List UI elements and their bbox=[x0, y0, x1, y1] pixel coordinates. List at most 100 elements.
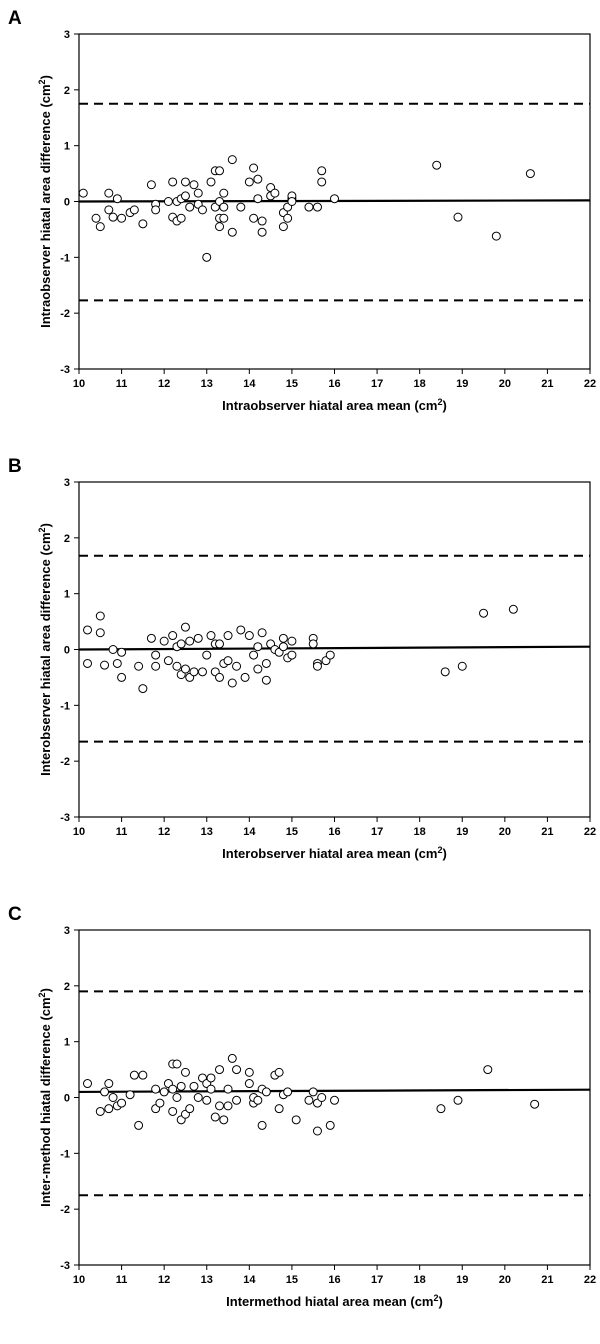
data-point bbox=[151, 205, 161, 215]
y-tick-label: 1 bbox=[64, 141, 70, 153]
x-tick-label: 16 bbox=[328, 1274, 340, 1286]
data-point bbox=[117, 647, 127, 657]
y-axis-label: Intraobserver hiatal area difference (cm… bbox=[37, 75, 53, 328]
data-point bbox=[146, 180, 156, 190]
x-tick-label: 10 bbox=[73, 826, 85, 838]
data-point bbox=[219, 202, 229, 212]
y-tick-label: 1 bbox=[64, 1037, 70, 1049]
data-point bbox=[197, 667, 207, 677]
x-tick-label: 20 bbox=[499, 1274, 511, 1286]
x-tick-label: 10 bbox=[73, 378, 85, 390]
data-point bbox=[261, 675, 271, 685]
data-point bbox=[283, 213, 293, 223]
data-point bbox=[244, 177, 254, 187]
y-tick-label: -2 bbox=[60, 1204, 70, 1216]
data-point bbox=[219, 213, 229, 223]
data-point bbox=[185, 636, 195, 646]
data-point bbox=[95, 611, 105, 621]
data-point bbox=[308, 639, 318, 649]
data-point bbox=[274, 1104, 284, 1114]
data-point bbox=[291, 1115, 301, 1125]
y-tick-label: -3 bbox=[60, 1260, 70, 1272]
data-point bbox=[312, 1126, 322, 1136]
data-point bbox=[317, 177, 327, 187]
data-point bbox=[100, 660, 110, 670]
data-point bbox=[223, 1084, 233, 1094]
x-tick-label: 20 bbox=[499, 378, 511, 390]
y-tick-label: -2 bbox=[60, 756, 70, 768]
y-tick-label: 1 bbox=[64, 589, 70, 601]
data-point bbox=[240, 672, 250, 682]
data-point bbox=[202, 252, 212, 262]
data-point bbox=[83, 1079, 93, 1089]
data-point bbox=[227, 678, 237, 688]
x-tick-label: 22 bbox=[584, 1274, 596, 1286]
panel-label: A bbox=[8, 8, 22, 29]
data-point bbox=[508, 604, 518, 614]
data-point bbox=[163, 656, 173, 666]
data-point bbox=[193, 1093, 203, 1102]
x-tick-label: 15 bbox=[286, 826, 298, 838]
data-point bbox=[168, 1084, 178, 1094]
data-point bbox=[236, 625, 246, 635]
data-point bbox=[206, 1084, 216, 1094]
data-point bbox=[206, 631, 216, 641]
data-point bbox=[317, 1093, 327, 1102]
x-tick-label: 12 bbox=[158, 378, 170, 390]
y-tick-label: -1 bbox=[60, 252, 70, 264]
data-point bbox=[180, 191, 190, 201]
data-point bbox=[168, 631, 178, 641]
y-axis-label: Inter-method hiatal difference (cm2) bbox=[37, 988, 53, 1207]
x-tick-label: 19 bbox=[456, 378, 468, 390]
x-tick-label: 21 bbox=[541, 378, 553, 390]
data-point bbox=[151, 650, 161, 660]
data-point bbox=[78, 188, 88, 198]
data-point bbox=[189, 667, 199, 677]
x-tick-label: 11 bbox=[116, 826, 128, 838]
data-point bbox=[117, 1098, 127, 1108]
data-point bbox=[95, 222, 105, 232]
data-point bbox=[108, 1093, 118, 1102]
data-point bbox=[159, 1087, 169, 1097]
data-point bbox=[232, 1095, 242, 1105]
y-tick-label: 3 bbox=[64, 925, 70, 937]
data-point bbox=[176, 213, 186, 223]
data-point bbox=[525, 169, 535, 179]
data-point bbox=[244, 1079, 254, 1089]
data-point bbox=[138, 684, 148, 694]
bland-altman-plot: B10 11 12 13 14 15 16 17 18 19 20 21 223210-1-2-3Int… bbox=[8, 456, 596, 861]
y-tick-label: -1 bbox=[60, 700, 70, 712]
data-point bbox=[168, 177, 178, 187]
data-point bbox=[180, 664, 190, 674]
x-axis-label: Interobserver hiatal area mean (cm2) bbox=[222, 845, 447, 861]
x-tick-label: 11 bbox=[116, 1274, 128, 1286]
data-point bbox=[163, 197, 173, 206]
y-tick-label: 2 bbox=[64, 85, 70, 97]
data-point bbox=[530, 1099, 540, 1109]
data-point bbox=[185, 202, 195, 212]
data-point bbox=[146, 633, 156, 643]
data-point bbox=[278, 222, 288, 232]
bland-altman-plot: A10 11 12 13 14 15 16 17 18 19 20 21 223210-1-2-3Int… bbox=[8, 8, 596, 413]
data-point bbox=[83, 658, 93, 668]
data-point bbox=[134, 1120, 144, 1130]
data-point bbox=[83, 625, 93, 635]
x-tick-label: 17 bbox=[371, 826, 383, 838]
data-point bbox=[100, 1087, 110, 1097]
data-point bbox=[287, 197, 297, 206]
data-point bbox=[193, 633, 203, 643]
data-point bbox=[215, 166, 225, 176]
x-tick-label: 20 bbox=[499, 826, 511, 838]
data-point bbox=[206, 177, 216, 187]
data-point bbox=[91, 213, 101, 223]
data-point bbox=[440, 667, 450, 677]
data-point bbox=[261, 658, 271, 668]
x-tick-label: 14 bbox=[243, 378, 256, 390]
y-tick-label: 3 bbox=[64, 29, 70, 41]
data-point bbox=[180, 177, 190, 187]
data-point bbox=[215, 1101, 225, 1111]
x-tick-label: 13 bbox=[201, 378, 213, 390]
data-point bbox=[215, 1065, 225, 1075]
x-tick-label: 10 bbox=[73, 1274, 85, 1286]
data-point bbox=[172, 1093, 182, 1102]
